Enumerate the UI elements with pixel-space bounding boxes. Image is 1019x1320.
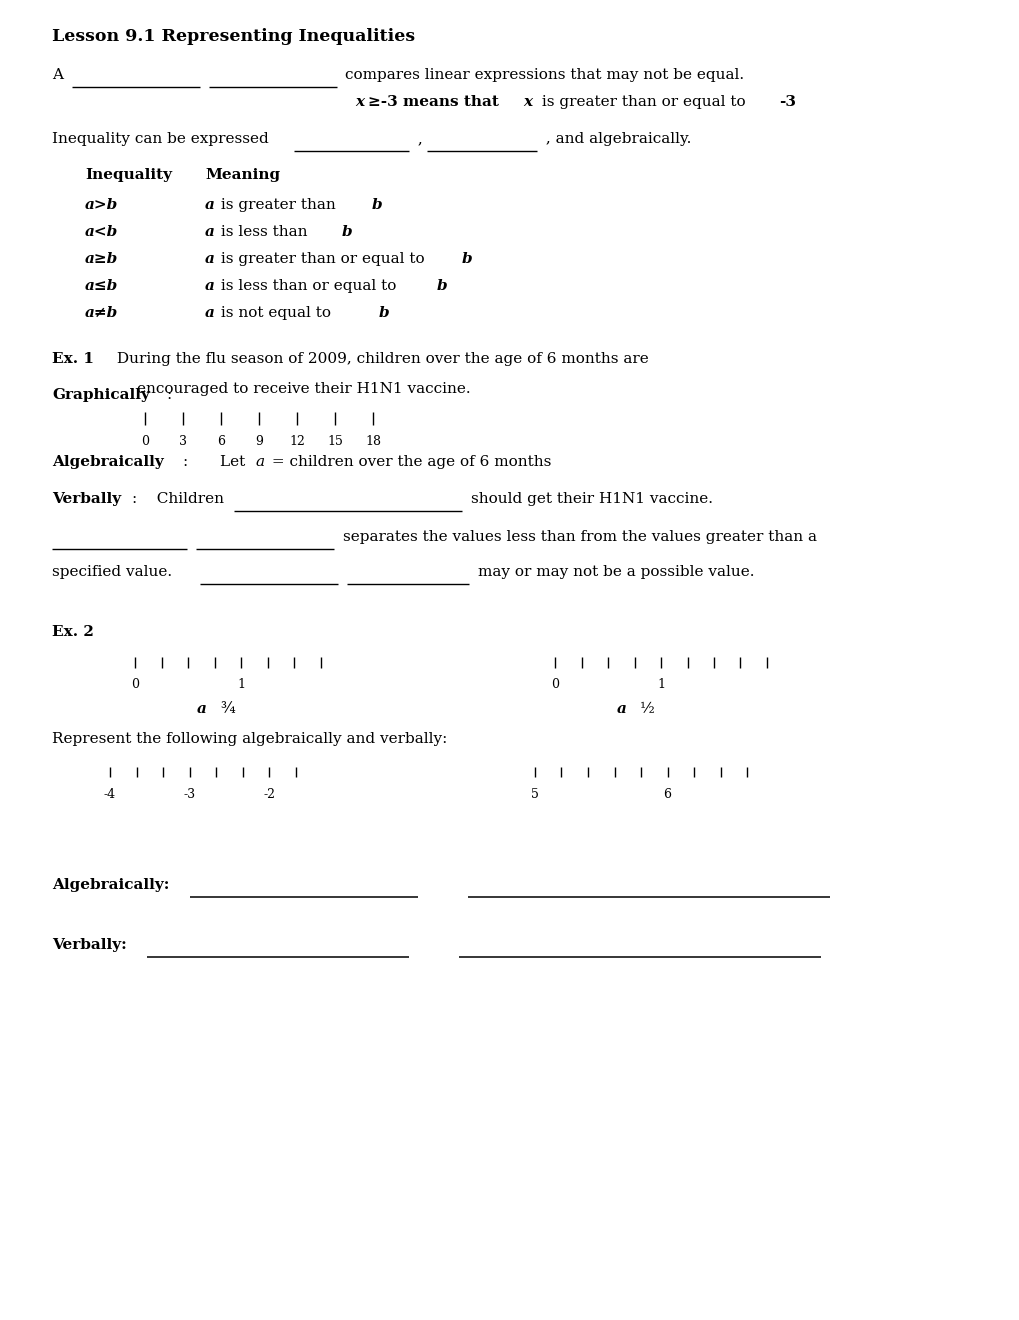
Text: ≥-3 means that: ≥-3 means that [368, 95, 504, 110]
Text: Algebraically: Algebraically [52, 455, 164, 469]
Text: 0: 0 [130, 678, 139, 690]
Text: 18: 18 [365, 436, 381, 447]
Text: 5: 5 [531, 788, 538, 801]
Text: 9: 9 [255, 436, 263, 447]
Text: a: a [615, 702, 626, 715]
Text: 6: 6 [662, 788, 671, 801]
Text: is greater than: is greater than [216, 198, 340, 213]
Text: a: a [205, 306, 215, 319]
Text: a: a [196, 702, 206, 715]
Text: -2: -2 [263, 788, 275, 801]
Text: , and algebraically.: , and algebraically. [540, 132, 691, 147]
Text: 0: 0 [550, 678, 558, 690]
Text: b: b [378, 306, 388, 319]
Text: is less than: is less than [216, 224, 313, 239]
Text: Lesson 9.1 Representing Inequalities: Lesson 9.1 Representing Inequalities [52, 28, 415, 45]
Text: Meaning: Meaning [205, 168, 280, 182]
Text: specified value.: specified value. [52, 565, 172, 579]
Text: Graphically: Graphically [52, 388, 150, 403]
Text: a≠b: a≠b [85, 306, 118, 319]
Text: -4: -4 [104, 788, 116, 801]
Text: Ex. 2: Ex. 2 [52, 624, 94, 639]
Text: :: : [181, 455, 187, 469]
Text: :: : [166, 388, 171, 403]
Text: a: a [205, 198, 215, 213]
Text: a: a [255, 455, 264, 469]
Text: Inequality can be expressed: Inequality can be expressed [52, 132, 268, 147]
Text: a<b: a<b [85, 224, 118, 239]
Text: a: a [205, 279, 215, 293]
Text: ½: ½ [640, 702, 654, 715]
Text: During the flu season of 2009, children over the age of 6 months are: During the flu season of 2009, children … [112, 352, 648, 366]
Text: 3: 3 [178, 436, 186, 447]
Text: b: b [436, 279, 446, 293]
Text: is not equal to: is not equal to [216, 306, 336, 319]
Text: a≥b: a≥b [85, 252, 118, 267]
Text: Verbally:: Verbally: [52, 939, 126, 952]
Text: a≤b: a≤b [85, 279, 118, 293]
Text: x: x [523, 95, 532, 110]
Text: compares linear expressions that may not be equal.: compares linear expressions that may not… [344, 69, 744, 82]
Text: is less than or equal to: is less than or equal to [216, 279, 401, 293]
Text: b: b [371, 198, 382, 213]
Text: is greater than or equal to: is greater than or equal to [216, 252, 430, 267]
Text: -3: -3 [183, 788, 196, 801]
Text: -3: -3 [779, 95, 795, 110]
Text: a>b: a>b [85, 198, 118, 213]
Text: should get their H1N1 vaccine.: should get their H1N1 vaccine. [471, 492, 712, 506]
Text: 1: 1 [656, 678, 664, 690]
Text: 1: 1 [236, 678, 245, 690]
Text: 0: 0 [141, 436, 149, 447]
Text: 6: 6 [217, 436, 225, 447]
Text: A: A [52, 69, 63, 82]
Text: Let: Let [220, 455, 250, 469]
Text: ,: , [413, 132, 422, 147]
Text: Algebraically:: Algebraically: [52, 878, 169, 892]
Text: 12: 12 [288, 436, 305, 447]
Text: may or may not be a possible value.: may or may not be a possible value. [478, 565, 754, 579]
Text: Represent the following algebraically and verbally:: Represent the following algebraically an… [52, 733, 447, 746]
Text: is greater than or equal to: is greater than or equal to [536, 95, 750, 110]
Text: :    Children: : Children [131, 492, 224, 506]
Text: x: x [355, 95, 364, 110]
Text: ¾: ¾ [220, 702, 235, 715]
Text: Inequality: Inequality [85, 168, 172, 182]
Text: Ex. 1: Ex. 1 [52, 352, 94, 366]
Text: separates the values less than from the values greater than a: separates the values less than from the … [342, 531, 816, 544]
Text: encouraged to receive their H1N1 vaccine.: encouraged to receive their H1N1 vaccine… [137, 383, 470, 396]
Text: 15: 15 [327, 436, 342, 447]
Text: a: a [205, 252, 215, 267]
Text: b: b [341, 224, 352, 239]
Text: b: b [461, 252, 472, 267]
Text: Verbally: Verbally [52, 492, 121, 506]
Text: a: a [205, 224, 215, 239]
Text: = children over the age of 6 months: = children over the age of 6 months [266, 455, 550, 469]
